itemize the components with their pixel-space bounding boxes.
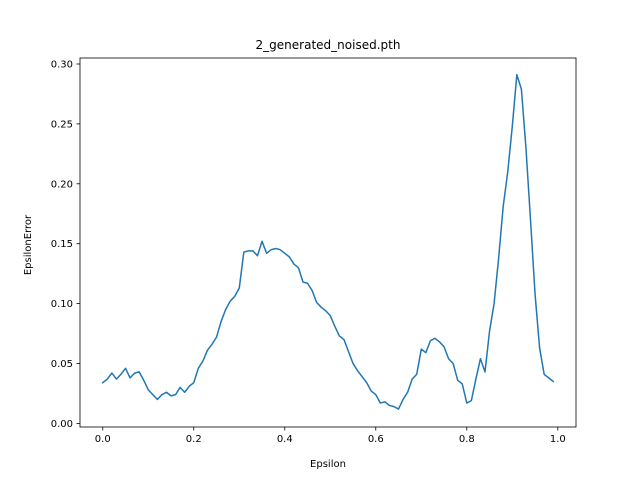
- x-tick-label: 0.8: [459, 434, 475, 445]
- chart-title: 2_generated_noised.pth: [256, 38, 401, 52]
- series-line: [101, 74, 555, 410]
- x-tick-label: 0.2: [186, 434, 202, 445]
- y-axis-label: EpsilonError: [23, 214, 34, 275]
- y-tick-label: 0.20: [51, 179, 73, 190]
- x-tick-label: 0.4: [277, 434, 293, 445]
- plot-frame: [79, 57, 577, 428]
- y-tick-label: 0.25: [51, 119, 73, 130]
- y-tick-label: 0.00: [51, 419, 73, 430]
- y-tick-label: 0.30: [51, 59, 73, 70]
- x-tick-label: 1.0: [550, 434, 566, 445]
- x-axis-label: Epsilon: [310, 459, 346, 470]
- x-tick-label: 0.6: [368, 434, 384, 445]
- x-tick-label: 0.0: [95, 434, 111, 445]
- y-tick-label: 0.10: [51, 299, 73, 310]
- series-layer: [101, 74, 555, 410]
- y-tick-label: 0.15: [51, 239, 73, 250]
- y-tick-label: 0.05: [51, 359, 73, 370]
- axes: [79, 57, 577, 428]
- ticks: 0.0 0.2 0.4 0.6 0.8 1.0 0.00 0.05 0.10 0.15 0.20 0.…: [51, 59, 566, 445]
